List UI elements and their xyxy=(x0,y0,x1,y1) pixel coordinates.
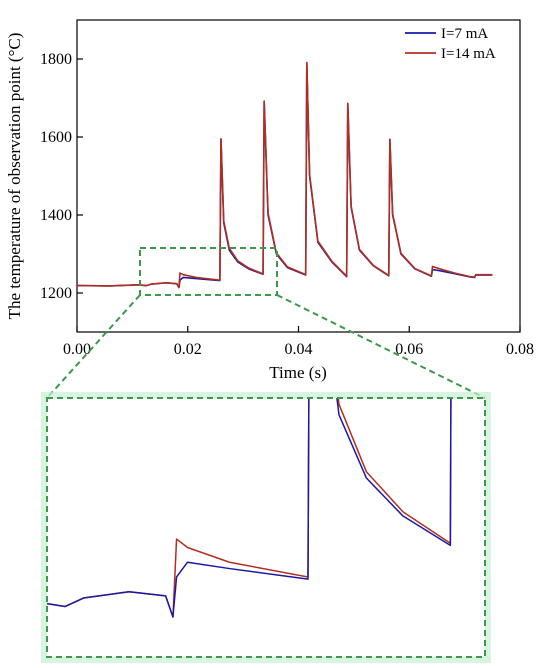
series-line-i14 xyxy=(77,61,493,289)
main-series-group xyxy=(77,61,493,289)
legend: I=7 mA I=14 mA xyxy=(405,26,496,62)
x-tick-label: 0.04 xyxy=(285,341,313,358)
y-tick-label: 1600 xyxy=(40,129,72,146)
y-axis-ticks: 1200 1400 1600 1800 xyxy=(40,51,83,302)
legend-label-i14: I=14 mA xyxy=(441,46,496,62)
x-axis-ticks: 0.00 0.02 0.04 0.06 0.08 xyxy=(63,326,534,358)
y-tick-label: 1800 xyxy=(40,51,72,68)
inset-series-line-i7 xyxy=(47,398,452,618)
y-tick-label: 1400 xyxy=(40,207,72,224)
inset-frame xyxy=(46,397,486,658)
zoom-region-box xyxy=(139,247,278,296)
y-tick-label: 1200 xyxy=(40,285,72,302)
x-tick-label: 0.06 xyxy=(395,341,423,358)
inset-glow xyxy=(41,392,491,663)
inset-series-line-i14 xyxy=(47,398,452,618)
y-axis-title: The temperature of observation point (°C… xyxy=(5,33,24,320)
x-tick-label: 0.00 xyxy=(63,341,91,358)
x-axis-title: Time (s) xyxy=(269,363,326,382)
zoom-connector-right xyxy=(276,294,486,399)
x-tick-label: 0.08 xyxy=(506,341,534,358)
legend-label-i7: I=7 mA xyxy=(441,26,488,42)
inset-series-group xyxy=(47,398,452,618)
x-tick-label: 0.02 xyxy=(174,341,202,358)
zoom-connector-left xyxy=(46,294,141,399)
